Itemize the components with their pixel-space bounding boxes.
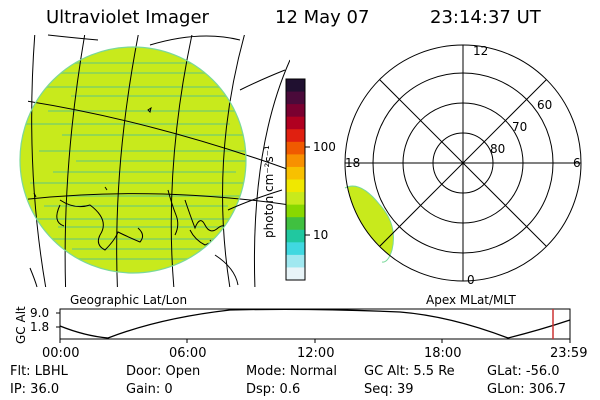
mlt-label-6: 6 xyxy=(573,156,581,170)
image-stripes xyxy=(20,62,246,260)
colorbar-segment xyxy=(286,129,305,143)
colorbar-segment xyxy=(286,242,305,256)
geographic-map xyxy=(19,34,290,288)
lat-lon-grid xyxy=(28,35,290,287)
image-stripe xyxy=(62,134,244,136)
colorbar-segment xyxy=(286,192,305,206)
image-stripe xyxy=(53,171,236,173)
timeline-xtick-0000: 00:00 xyxy=(42,346,80,361)
timeline-ytick-9: 9.0 xyxy=(30,306,50,320)
geo-map-caption: Geographic Lat/Lon xyxy=(70,293,188,307)
status-gc-alt: GC Alt: 5.5 Re xyxy=(364,364,455,379)
status-filter: Flt: LBHL xyxy=(10,364,68,379)
image-stripe xyxy=(76,160,246,162)
mlt-spokes xyxy=(345,45,581,281)
status-glat: GLat: -56.0 xyxy=(487,364,560,379)
image-stripe xyxy=(48,110,246,112)
altitude-timeline xyxy=(56,308,571,343)
mlt-label-18: 18 xyxy=(345,156,361,170)
image-stripe xyxy=(20,62,246,64)
status-ip: IP: 36.0 xyxy=(10,382,60,397)
auroral-image-patch xyxy=(345,186,394,263)
colorbar-segment xyxy=(286,254,305,269)
status-mode: Mode: Normal xyxy=(246,364,337,379)
image-stripe xyxy=(21,218,246,220)
disc-edge xyxy=(19,46,247,274)
colorbar-segment xyxy=(286,179,305,193)
image-stripe xyxy=(30,182,246,184)
colorbar-label-10: 10 xyxy=(313,228,329,242)
timeline-xtick-0600: 06:00 xyxy=(169,346,207,361)
image-stripe xyxy=(67,195,246,197)
status-seq: Seq: 39 xyxy=(364,382,414,397)
colorbar-segment xyxy=(286,154,305,168)
colorbar-segment xyxy=(286,229,305,243)
image-stripe xyxy=(71,95,246,97)
colorbar-unit-label: photon cm⁻²s⁻¹ xyxy=(262,145,276,238)
colorbar-segment xyxy=(286,166,305,181)
timeline-ticks xyxy=(56,312,571,343)
image-stripe xyxy=(25,123,230,125)
image-stripe xyxy=(39,150,246,152)
altitude-curve xyxy=(59,308,571,339)
mlat-label-70: 70 xyxy=(512,120,528,134)
observation-time: 23:14:37 UT xyxy=(430,7,541,28)
image-stripe xyxy=(35,238,220,240)
colorbar-segment xyxy=(286,104,305,118)
mlat-label-80: 80 xyxy=(490,142,506,156)
mlat-label-60: 60 xyxy=(537,98,553,112)
image-stripe xyxy=(57,72,246,74)
timeline-xtick-2359: 23:59 xyxy=(550,346,588,361)
colorbar-segment xyxy=(286,267,305,281)
mlt-label-0: 0 xyxy=(467,273,475,287)
timeline-ytick-1-8: 1.8 xyxy=(30,320,50,334)
colorbar-segment xyxy=(286,217,305,231)
colorbar-label-100: 100 xyxy=(313,140,336,154)
timeline-axis-label: GC Alt xyxy=(14,306,28,344)
status-dsp: Dsp: 0.6 xyxy=(246,382,301,397)
observation-date: 12 May 07 xyxy=(275,7,370,28)
colorbar-segment xyxy=(286,91,305,105)
colorbar-segment xyxy=(286,79,305,93)
image-stripe xyxy=(72,248,246,250)
timeline-frame xyxy=(59,308,571,340)
outer-grid xyxy=(29,34,286,288)
colorbar-segment xyxy=(286,204,305,218)
colorbar xyxy=(285,78,310,281)
colorbar-frame xyxy=(285,78,306,281)
image-stripe xyxy=(49,258,246,260)
polar-plot xyxy=(344,44,582,282)
timeline-xtick-1200: 12:00 xyxy=(297,346,335,361)
colorbar-segment xyxy=(286,116,305,130)
colorbar-segment xyxy=(286,141,305,155)
status-glon: GLon: 306.7 xyxy=(487,382,567,397)
instrument-title: Ultraviolet Imager xyxy=(46,7,209,28)
timeline-xtick-1800: 18:00 xyxy=(424,346,462,361)
image-stripe xyxy=(34,86,238,88)
mlt-label-12: 12 xyxy=(473,44,489,58)
polar-plot-caption: Apex MLat/MLT xyxy=(426,293,516,307)
status-door: Door: Open xyxy=(126,364,201,379)
image-stripe xyxy=(58,226,246,228)
image-stripe xyxy=(44,205,228,207)
status-gain: Gain: 0 xyxy=(126,382,173,397)
